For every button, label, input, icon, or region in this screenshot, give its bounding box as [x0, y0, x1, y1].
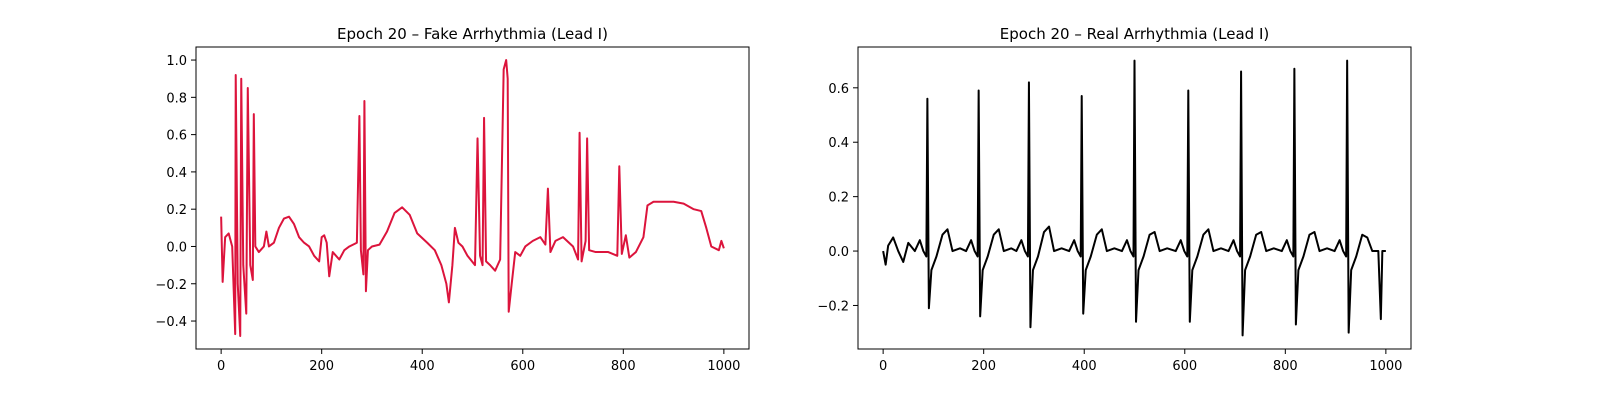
- x-tick-label: 200: [309, 359, 334, 374]
- y-tick-label: 0.2: [166, 203, 187, 218]
- y-tick-label: −0.2: [155, 278, 187, 293]
- axes-frame: [195, 46, 750, 350]
- x-tick-label: 600: [510, 359, 535, 374]
- x-tick-label: 800: [1273, 359, 1298, 374]
- x-tick-label: 0: [879, 359, 887, 374]
- x-tick-label: 600: [1172, 359, 1197, 374]
- y-tick-label: 0.0: [166, 240, 187, 255]
- x-tick-label: 1000: [707, 359, 740, 374]
- y-tick-label: 0.4: [828, 136, 849, 151]
- y-tick-label: 1.0: [166, 54, 187, 69]
- x-tick-label: 400: [1072, 359, 1097, 374]
- y-tick-label: −0.2: [817, 299, 849, 314]
- y-tick-label: 0.2: [828, 191, 849, 206]
- chart-title: Epoch 20 – Fake Arrhythmia (Lead I): [337, 25, 608, 43]
- y-tick-label: 0.6: [828, 82, 849, 97]
- y-tick-label: 0.0: [828, 245, 849, 260]
- data-line: [220, 59, 725, 337]
- y-tick-label: 0.4: [166, 166, 187, 181]
- axes-frame: [857, 46, 1412, 350]
- y-tick-label: 0.8: [166, 91, 187, 106]
- y-tick-label: −0.4: [155, 315, 187, 330]
- data-line: [882, 59, 1386, 337]
- chart-title: Epoch 20 – Real Arrhythmia (Lead I): [1000, 25, 1269, 43]
- y-tick-label: 0.6: [166, 129, 187, 144]
- x-tick-label: 200: [971, 359, 996, 374]
- x-tick-label: 400: [410, 359, 435, 374]
- x-tick-label: 0: [217, 359, 225, 374]
- x-tick-label: 1000: [1369, 359, 1402, 374]
- x-tick-label: 800: [611, 359, 636, 374]
